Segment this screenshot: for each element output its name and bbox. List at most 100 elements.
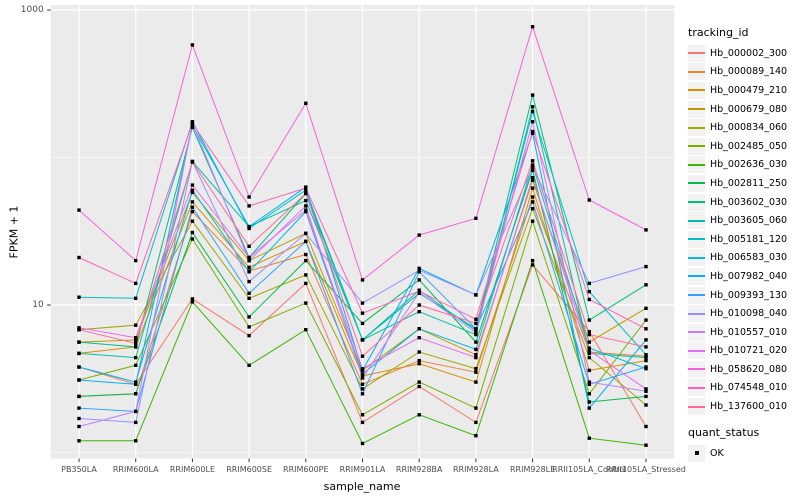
data-point xyxy=(587,355,591,360)
data-point xyxy=(77,340,81,344)
legend-item-label: Hb_009393_130 xyxy=(710,289,788,301)
data-point xyxy=(134,258,138,263)
legend-key-line xyxy=(688,126,705,129)
data-point xyxy=(474,321,478,326)
data-point xyxy=(304,281,308,286)
data-point xyxy=(134,296,138,300)
legend-key-line xyxy=(688,331,705,334)
data-point xyxy=(134,341,138,345)
legend-key-swatch xyxy=(688,44,705,62)
legend-key-line xyxy=(688,108,705,111)
x-axis-title: sample_name xyxy=(323,480,401,493)
legend-key-swatch xyxy=(688,174,705,192)
y-tick-label-10: 10 xyxy=(32,300,44,310)
legend-key-swatch xyxy=(688,230,705,248)
legend-key-swatch xyxy=(688,398,705,416)
data-point xyxy=(644,306,648,310)
legend-item-label: Hb_000002_300 xyxy=(710,47,788,59)
x-tick-label-RRIM600LE: RRIM600LE xyxy=(169,464,216,474)
data-point xyxy=(134,281,138,286)
data-point xyxy=(360,441,365,446)
data-point xyxy=(247,255,251,260)
data-point xyxy=(77,406,81,410)
legend-item-label: Hb_000679_080 xyxy=(710,103,788,115)
data-point xyxy=(77,394,81,399)
data-point xyxy=(247,258,251,263)
data-point xyxy=(530,120,535,124)
data-point xyxy=(530,163,535,167)
data-point xyxy=(304,301,308,305)
data-point xyxy=(360,278,365,282)
data-point xyxy=(417,327,421,331)
data-point xyxy=(644,424,648,429)
y-tick-label-1000: 1000 xyxy=(20,5,44,15)
x-tick-label-RRIM600SE: RRIM600SE xyxy=(226,464,272,474)
data-point xyxy=(190,205,195,209)
data-point xyxy=(474,216,478,220)
data-point xyxy=(360,372,365,376)
data-point xyxy=(474,355,478,360)
data-point xyxy=(417,358,421,363)
data-point xyxy=(190,230,195,235)
data-point xyxy=(474,406,478,410)
data-point xyxy=(417,233,421,237)
data-point xyxy=(530,131,535,135)
data-point xyxy=(304,101,308,105)
legend-key-swatch xyxy=(688,267,705,285)
data-point xyxy=(417,380,421,384)
data-point xyxy=(530,168,535,172)
data-point xyxy=(417,266,421,271)
data-point xyxy=(474,353,478,357)
legend-item-Hb_137600_010: Hb_137600_010 xyxy=(688,397,787,416)
legend-item-Hb_009393_130: Hb_009393_130 xyxy=(688,286,787,305)
data-point xyxy=(134,338,138,342)
legend-key-swatch xyxy=(688,323,705,341)
data-point xyxy=(77,439,81,443)
legend-item-label: Hb_000089_140 xyxy=(710,66,788,78)
data-point xyxy=(134,439,138,443)
data-point xyxy=(587,332,591,337)
data-point xyxy=(530,263,535,267)
data-point xyxy=(134,382,138,386)
data-point xyxy=(644,365,648,369)
data-point xyxy=(587,380,591,384)
data-point xyxy=(474,330,478,335)
data-point xyxy=(644,338,648,342)
data-point xyxy=(247,291,251,295)
quant-key-point xyxy=(694,451,699,456)
data-point xyxy=(360,392,365,396)
legend-key-line xyxy=(688,275,705,278)
data-point xyxy=(644,387,648,391)
data-point xyxy=(474,380,478,384)
data-point xyxy=(474,332,478,337)
legend-item-label: Hb_007982_040 xyxy=(710,270,788,282)
data-point xyxy=(474,347,478,352)
legend-key-line xyxy=(688,182,705,185)
data-point xyxy=(360,338,365,342)
legend-key-swatch xyxy=(688,100,705,118)
legend-item-Hb_000002_300: Hb_000002_300 xyxy=(688,44,787,63)
data-point xyxy=(644,403,648,407)
data-point xyxy=(77,326,81,330)
data-point xyxy=(587,318,591,322)
data-point xyxy=(530,219,535,223)
legend-key-line xyxy=(688,405,705,408)
data-point xyxy=(530,200,535,204)
x-tick-label-RRIM928LA: RRIM928LA xyxy=(452,464,499,474)
data-point xyxy=(304,252,308,257)
data-point xyxy=(247,226,251,231)
legend-item-label: Hb_010098_040 xyxy=(710,308,788,320)
data-point xyxy=(190,200,195,204)
quant-status-item-OK: OK xyxy=(688,444,787,463)
data-point xyxy=(190,123,195,128)
data-point xyxy=(417,303,421,307)
data-point xyxy=(304,186,308,190)
data-point xyxy=(304,208,308,212)
data-point xyxy=(587,436,591,440)
data-point xyxy=(644,327,648,331)
legend-item-Hb_010721_020: Hb_010721_020 xyxy=(688,342,787,361)
data-point xyxy=(474,340,478,344)
data-point xyxy=(644,389,648,393)
legend-item-Hb_003602_030: Hb_003602_030 xyxy=(688,193,787,212)
